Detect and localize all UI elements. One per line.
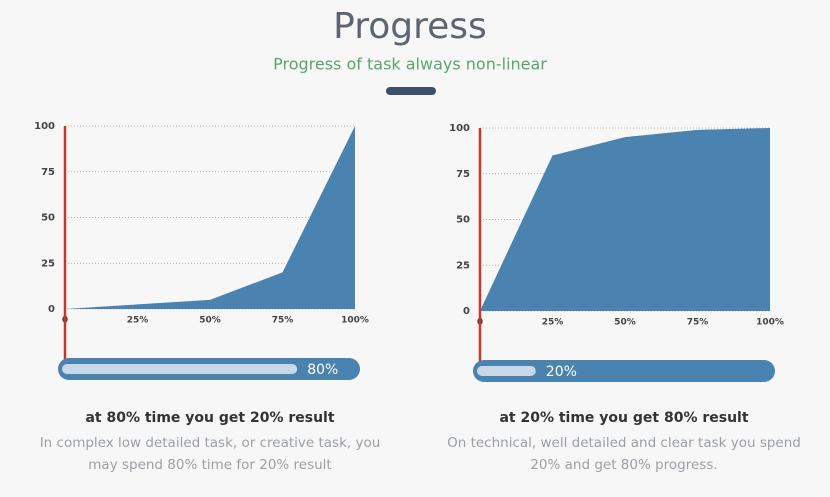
caption: at 20% time you get 80% result On techni… — [444, 410, 804, 476]
caption-text: On technical, well detailed and clear ta… — [447, 435, 801, 473]
progress-bar — [62, 364, 298, 374]
caption-title: at 80% time you get 20% result — [85, 410, 335, 426]
y-tick-label: 75 — [456, 169, 470, 180]
y-tick-label: 0 — [463, 306, 470, 317]
progress-label: 20% — [546, 364, 577, 380]
y-tick-label: 0 — [48, 304, 55, 315]
title: Progress — [333, 6, 487, 47]
x-tick-label: 25% — [542, 318, 564, 328]
progress-track — [473, 360, 775, 382]
x-tick-label: 100% — [341, 316, 369, 326]
x-tick-label: 75% — [272, 316, 294, 326]
divider — [386, 87, 436, 95]
area — [480, 128, 770, 311]
y-tick-label: 25 — [41, 258, 55, 269]
progress-bar — [477, 366, 536, 376]
x-tick-label: 25% — [127, 316, 149, 326]
x-tick-label: 50% — [614, 318, 636, 328]
caption-text: In complex low detailed task, or creativ… — [39, 435, 381, 473]
y-tick-label: 100 — [449, 123, 470, 134]
y-tick-label: 50 — [456, 215, 470, 226]
y-tick-label: 100 — [34, 121, 55, 132]
caption-title: at 20% time you get 80% result — [499, 410, 749, 426]
x-tick-label: 100% — [756, 318, 784, 328]
y-tick-label: 50 — [41, 213, 55, 224]
subtitle: Progress of task always non-linear — [273, 55, 547, 74]
progress-label: 80% — [307, 362, 338, 378]
caption: at 80% time you get 20% result In comple… — [30, 410, 390, 476]
y-tick-label: 25 — [456, 260, 470, 271]
x-tick-label: 50% — [199, 316, 221, 326]
y-tick-label: 75 — [41, 167, 55, 178]
x-tick-label: 75% — [687, 318, 709, 328]
area — [65, 126, 355, 309]
